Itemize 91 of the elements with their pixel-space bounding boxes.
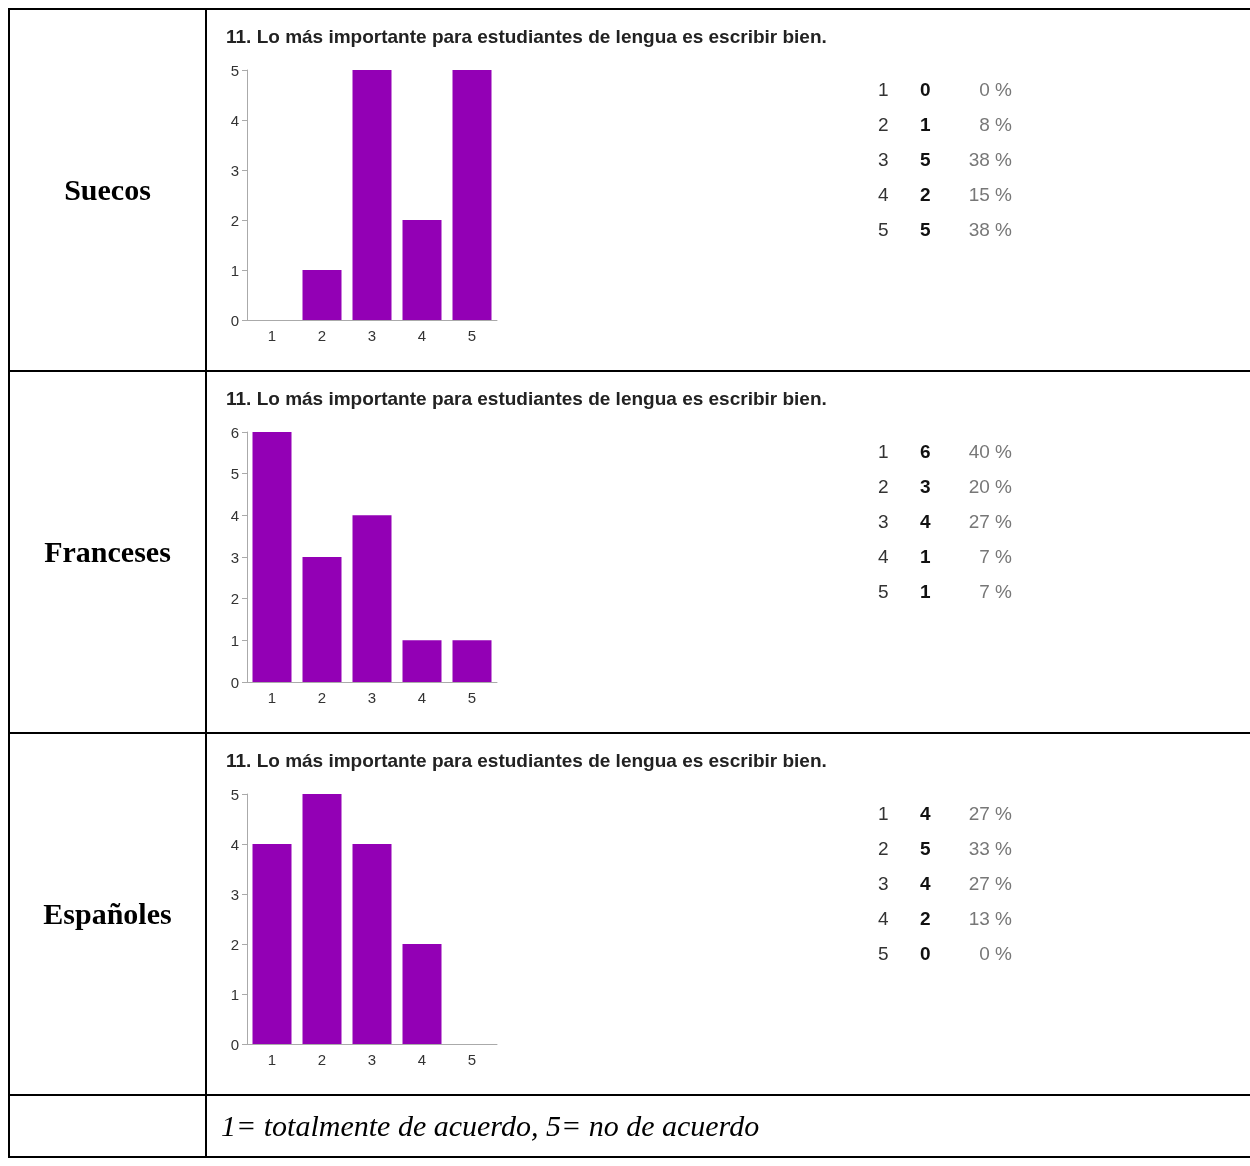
text: 3 xyxy=(878,148,889,170)
bar xyxy=(252,432,292,682)
x-tick-label: 4 xyxy=(417,689,427,706)
text: 6 xyxy=(919,439,932,464)
y-tick-label: 1 xyxy=(230,261,239,279)
y-tick-label: 0 xyxy=(230,1035,239,1053)
y-tick-label: 0 xyxy=(230,673,239,691)
text: Suecos xyxy=(9,9,206,371)
text: 5 xyxy=(877,217,890,242)
text: 40 % xyxy=(967,439,1013,464)
y-tick-label: 4 xyxy=(230,506,239,524)
x-tick-label: 3 xyxy=(367,689,377,706)
x-tick-label: 5 xyxy=(467,689,477,706)
category-label: 2 xyxy=(920,183,931,205)
y-tick-label: 5 xyxy=(230,785,239,803)
text: 1 xyxy=(919,544,932,569)
x-tick-label: 3 xyxy=(367,327,377,344)
y-tick-label: 2 xyxy=(230,590,239,608)
text: 0 xyxy=(919,941,932,966)
bar xyxy=(402,640,442,682)
text: 38 % xyxy=(967,217,1013,242)
y-tick-label: 0 xyxy=(230,311,239,329)
y-tick-label: 3 xyxy=(230,161,239,179)
category-label: 4 xyxy=(920,872,931,894)
y-tick-label: 3 xyxy=(230,885,239,903)
y-tick-label: 4 xyxy=(230,111,239,129)
bar xyxy=(302,557,342,682)
x-tick-label: 5 xyxy=(467,1051,477,1068)
bar xyxy=(452,640,492,682)
x-tick-label: 3 xyxy=(367,1051,377,1068)
text: 5 xyxy=(919,147,932,172)
category-label: 1 xyxy=(878,802,889,824)
category-label: 5 xyxy=(878,580,889,602)
x-tick-label: 4 xyxy=(417,327,427,344)
text: 27 % xyxy=(967,509,1013,534)
text: 4 xyxy=(877,906,890,931)
text: 2 xyxy=(877,112,890,137)
text: Franceses xyxy=(9,371,206,733)
text: 33 % xyxy=(967,836,1013,861)
text: 4 xyxy=(919,801,932,826)
text: 7 % xyxy=(978,579,1013,604)
category-label: 1 xyxy=(920,580,931,602)
text: 5 xyxy=(877,941,890,966)
text: 8 % xyxy=(978,112,1013,137)
text: 27 % xyxy=(967,801,1013,826)
chart-title: 11. Lo más importante para estudiantes de lengua es escribir bien. xyxy=(226,388,827,409)
category-label: 5 xyxy=(920,837,931,859)
text: 3 xyxy=(877,509,890,534)
text: 15 % xyxy=(967,182,1013,207)
text: 4 xyxy=(878,183,889,205)
category-label: 2 xyxy=(878,475,889,497)
category-label: 3 xyxy=(920,475,931,497)
text: 13 % xyxy=(967,906,1013,931)
text: 20 % xyxy=(967,474,1013,499)
text: 4 xyxy=(920,510,931,532)
y-tick-label: 1 xyxy=(230,631,239,649)
y-tick-label: 4 xyxy=(230,835,239,853)
text: 7 % xyxy=(978,544,1013,569)
text: 27 % xyxy=(967,871,1013,896)
y-tick-label: 2 xyxy=(230,211,239,229)
chart-title: 11. Lo más importante para estudiantes de lengua es escribir bien. xyxy=(226,750,827,771)
y-tick-label: 3 xyxy=(230,548,239,566)
text: 1= totalmente de acuerdo, 5= no de acuerdo xyxy=(221,1109,760,1142)
x-tick-label: 1 xyxy=(267,689,277,706)
x-tick-label: 5 xyxy=(467,327,477,344)
text: 2 xyxy=(877,836,890,861)
x-tick-label: 2 xyxy=(317,327,327,344)
x-tick-label: 2 xyxy=(317,689,327,706)
text: 1 xyxy=(877,439,890,464)
text: 1 xyxy=(920,113,931,135)
y-tick-label: 2 xyxy=(230,935,239,953)
x-tick-label: 4 xyxy=(417,1051,427,1068)
text: 1 xyxy=(877,77,890,102)
x-tick-label: 2 xyxy=(317,1051,327,1068)
text: 38 % xyxy=(967,147,1013,172)
text: 0 % xyxy=(978,941,1013,966)
text: Españoles xyxy=(9,733,206,1095)
category-label: 3 xyxy=(878,872,889,894)
y-tick-label: 5 xyxy=(230,61,239,79)
category-label: 2 xyxy=(920,907,931,929)
text: 0 % xyxy=(978,77,1013,102)
category-label: 5 xyxy=(920,218,931,240)
x-tick-label: 1 xyxy=(267,327,277,344)
text: 4 xyxy=(877,544,890,569)
x-tick-label: 1 xyxy=(267,1051,277,1068)
y-tick-label: 5 xyxy=(230,465,239,483)
text: 0 xyxy=(919,77,932,102)
y-tick-label: 1 xyxy=(230,985,239,1003)
bar xyxy=(352,515,392,682)
y-tick-label: 6 xyxy=(230,423,239,441)
chart-title: 11. Lo más importante para estudiantes de lengua es escribir bien. xyxy=(226,26,827,47)
